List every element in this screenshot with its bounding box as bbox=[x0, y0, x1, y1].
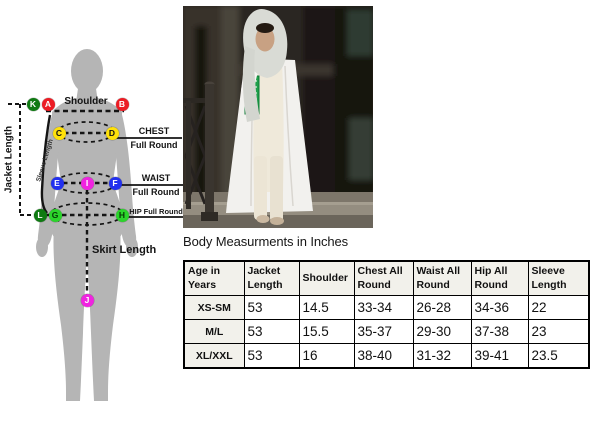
model-photo-art bbox=[183, 6, 373, 228]
header-age-in-years: Age in Years bbox=[183, 260, 245, 296]
sleeve-cell: 23.5 bbox=[527, 343, 590, 369]
waist-cell: 26-28 bbox=[412, 295, 472, 320]
point-C-badge: C bbox=[52, 126, 66, 140]
hijab-drape bbox=[242, 46, 260, 122]
chest-cell: 38-40 bbox=[353, 343, 414, 369]
size-label-cell: XS-SM bbox=[183, 295, 245, 320]
point-H-badge: H bbox=[115, 208, 129, 222]
point-K-badge: K bbox=[26, 97, 40, 111]
heel-shoe bbox=[270, 217, 284, 225]
header-jacket-length: Jacket Length bbox=[243, 260, 300, 296]
jacket-length-cell: 53 bbox=[243, 343, 300, 369]
header-shoulder: Shoulder bbox=[298, 260, 355, 296]
point-I-badge: I bbox=[80, 176, 94, 190]
chest-cell: 35-37 bbox=[353, 319, 414, 344]
size-row-xs-sm: XS-SM 53 14.5 33-34 26-28 34-36 22 bbox=[183, 295, 590, 320]
hair bbox=[256, 23, 274, 33]
header-chest-all-round: Chest All Round bbox=[353, 260, 414, 296]
chest-cell: 33-34 bbox=[353, 295, 414, 320]
jacket-length-cell: 53 bbox=[243, 319, 300, 344]
shoulder-cell: 14.5 bbox=[298, 295, 355, 320]
size-row-xl-xxl: XL/XXL 53 16 38-40 31-32 39-41 23.5 bbox=[183, 343, 590, 369]
point-B-badge: B bbox=[115, 97, 129, 111]
point-J-badge: J bbox=[80, 293, 94, 307]
point-G-badge: G bbox=[48, 208, 62, 222]
shoulder-cell: 16 bbox=[298, 343, 355, 369]
shoulder-label: Shoulder bbox=[64, 96, 108, 107]
size-row-m-l: M/L 53 15.5 35-37 29-30 37-38 23 bbox=[183, 319, 590, 344]
waist-cell: 29-30 bbox=[412, 319, 472, 344]
waist-cell: 31-32 bbox=[412, 343, 472, 369]
size-table-caption: Body Measurments in Inches bbox=[183, 234, 349, 249]
jacket-length-label: Jacket Length bbox=[3, 125, 15, 194]
point-L-badge: L bbox=[33, 208, 47, 222]
hip-cell: 37-38 bbox=[470, 319, 529, 344]
face bbox=[255, 26, 275, 52]
header-waist-all-round: Waist All Round bbox=[412, 260, 472, 296]
sleeve-cell: 23 bbox=[527, 319, 590, 344]
shoulder-cell: 15.5 bbox=[298, 319, 355, 344]
sleeve-cell: 22 bbox=[527, 295, 590, 320]
chest-full-round-label: Full Round bbox=[130, 140, 178, 150]
point-A-badge: A bbox=[41, 97, 55, 111]
header-hip-all-round: Hip All Round bbox=[470, 260, 529, 296]
photo-railing bbox=[183, 81, 218, 221]
pant-leg bbox=[270, 156, 283, 222]
heel-shoe bbox=[256, 215, 270, 223]
chest-label: CHEST bbox=[138, 126, 170, 136]
waist-label: WAIST bbox=[141, 173, 171, 183]
hip-cell: 34-36 bbox=[470, 295, 529, 320]
size-label-cell: M/L bbox=[183, 319, 245, 344]
photo-model bbox=[226, 8, 313, 225]
point-E-badge: E bbox=[50, 176, 64, 190]
body-measurement-diagram bbox=[8, 49, 188, 401]
hip-cell: 39-41 bbox=[470, 343, 529, 369]
pant-leg bbox=[254, 156, 267, 220]
model-photo bbox=[183, 6, 373, 228]
waist-full-round-label: Full Round bbox=[132, 187, 180, 197]
size-label-cell: XL/XXL bbox=[183, 343, 245, 369]
hip-full-round-label: HIP Full Round bbox=[129, 207, 183, 216]
size-chart-table: Age in Years Jacket Length Shoulder Ches… bbox=[183, 260, 590, 369]
point-D-badge: D bbox=[105, 126, 119, 140]
point-F-badge: F bbox=[108, 176, 122, 190]
size-table-header-row: Age in Years Jacket Length Shoulder Ches… bbox=[183, 260, 590, 296]
header-sleeve-length: Sleeve Length bbox=[527, 260, 590, 296]
skirt-length-label: Skirt Length bbox=[92, 244, 157, 256]
jacket-length-cell: 53 bbox=[243, 295, 300, 320]
